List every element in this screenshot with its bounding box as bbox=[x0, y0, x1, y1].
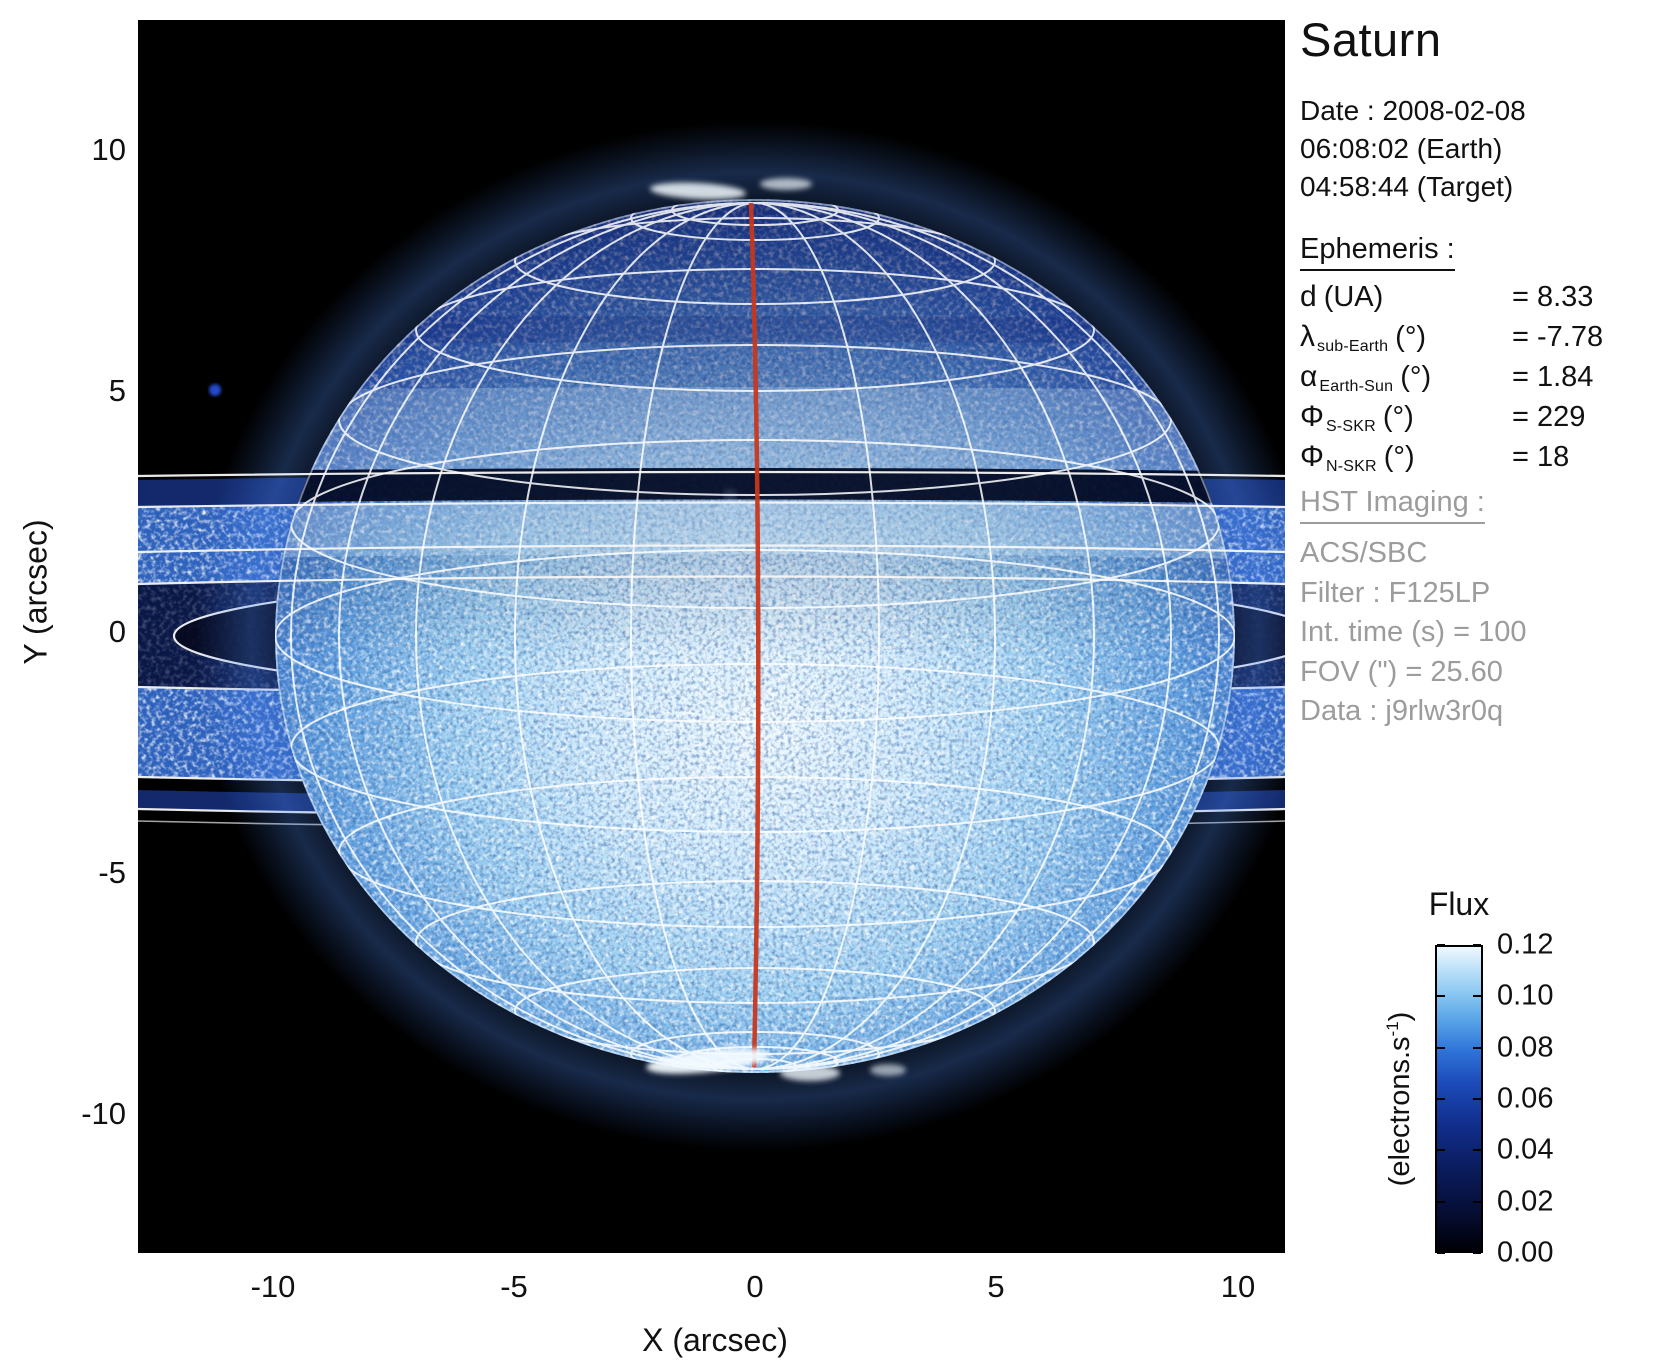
colorbar-tick-mark bbox=[1437, 1149, 1445, 1152]
colorbar-tick-label: 0.10 bbox=[1497, 979, 1554, 1012]
ephemeris-row: Φ S-SKR (°) = 229 bbox=[1300, 400, 1603, 440]
ephemeris-quantity: Φ N-SKR (°) bbox=[1300, 440, 1512, 475]
colorbar-unit-label: (electrons.s-1) bbox=[1383, 1012, 1417, 1187]
ephemeris-value: = 1.84 bbox=[1512, 361, 1594, 393]
colorbar-tick-label: 0.12 bbox=[1497, 928, 1554, 961]
ephemeris-rows: d (UA) = 8.33 λ sub-Earth (°) = -7.78 α Earth-Su… bbox=[1300, 280, 1603, 480]
ephemeris-subscript: Earth-Sun bbox=[1319, 378, 1394, 395]
date-block: Date : 2008-02-08 06:08:02 (Earth) 04:58… bbox=[1300, 92, 1526, 206]
colorbar-tick-mark bbox=[1437, 995, 1445, 998]
ephemeris-unit: (°) bbox=[1400, 361, 1432, 393]
ephemeris-value: = 229 bbox=[1512, 401, 1586, 433]
y-tick-label: 5 bbox=[108, 373, 126, 408]
hst-imaging-line: ACS/SBC bbox=[1300, 537, 1428, 569]
x-tick-label: -5 bbox=[500, 1269, 528, 1304]
ephemeris-symbol: Φ bbox=[1300, 440, 1324, 473]
colorbar-tick-mark bbox=[1437, 1046, 1445, 1049]
page-title: Saturn bbox=[1300, 13, 1442, 66]
ephemeris-symbol: α bbox=[1300, 360, 1318, 393]
hst-imaging-line: FOV (") = 25.60 bbox=[1300, 655, 1503, 688]
ephemeris-row: λ sub-Earth (°) = -7.78 bbox=[1300, 320, 1603, 360]
colorbar-tick-mark bbox=[1473, 1149, 1481, 1152]
x-tick-label: 5 bbox=[987, 1269, 1005, 1304]
ephemeris-subscript: sub-Earth bbox=[1317, 338, 1389, 355]
ephemeris-row: α Earth-Sun (°) = 1.84 bbox=[1300, 360, 1603, 400]
y-tick-label: 10 bbox=[91, 132, 126, 167]
colorbar-tick-mark bbox=[1473, 1252, 1481, 1254]
point-source bbox=[209, 384, 221, 396]
y-tick-label: -5 bbox=[98, 855, 126, 890]
ephemeris-quantity: Φ S-SKR (°) bbox=[1300, 400, 1512, 435]
ephemeris-unit: (°) bbox=[1382, 401, 1414, 433]
colorbar-tick-mark bbox=[1437, 1252, 1445, 1254]
ephemeris-unit: (UA) bbox=[1323, 281, 1384, 313]
x-axis-label: X (arcsec) bbox=[642, 1322, 788, 1358]
date-line-earth: 06:08:02 (Earth) bbox=[1300, 133, 1503, 164]
date-line: Date : 2008-02-08 bbox=[1300, 95, 1526, 126]
ephemeris-unit: (°) bbox=[1383, 441, 1415, 473]
colorbar-tick-label: 0.02 bbox=[1497, 1185, 1554, 1218]
y-tick-label: -10 bbox=[81, 1096, 126, 1131]
colorbar-tick-mark bbox=[1473, 1200, 1481, 1203]
ephemeris-quantity: d (UA) bbox=[1300, 280, 1512, 314]
hst-imaging-line: Data : j9rlw3r0q bbox=[1300, 695, 1504, 727]
colorbar-tick-mark bbox=[1437, 944, 1445, 946]
ephemeris-quantity: λ sub-Earth (°) bbox=[1300, 320, 1512, 355]
ephemeris-row: d (UA) = 8.33 bbox=[1300, 280, 1603, 320]
x-tick-label: 10 bbox=[1220, 1269, 1256, 1304]
auroral-spots bbox=[646, 178, 906, 1081]
ephemeris-symbol: λ bbox=[1300, 320, 1315, 353]
colorbar-tick-label: 0.04 bbox=[1497, 1133, 1554, 1166]
central-meridian-line bbox=[748, 202, 761, 1068]
ephemeris-symbol: Φ bbox=[1300, 400, 1324, 433]
ephemeris-quantity: α Earth-Sun (°) bbox=[1300, 360, 1512, 395]
hst-imaging-line: Int. time (s) = 100 bbox=[1300, 616, 1527, 648]
ephemeris-symbol: d bbox=[1300, 280, 1317, 313]
ephemeris-heading: Ephemeris : bbox=[1300, 233, 1455, 271]
saturn-image-plot bbox=[138, 20, 1285, 1253]
ephemeris-section: Ephemeris : bbox=[1300, 233, 1455, 271]
colorbar-tick-mark bbox=[1473, 1046, 1481, 1049]
unit-suffix: ) bbox=[1383, 1011, 1416, 1022]
date-line-target: 04:58:44 (Target) bbox=[1300, 171, 1514, 202]
colorbar-tick-label: 0.08 bbox=[1497, 1031, 1554, 1064]
x-tick-label: 0 bbox=[746, 1269, 764, 1304]
colorbar-tick-label: 0.06 bbox=[1497, 1082, 1554, 1115]
ephemeris-value: = 8.33 bbox=[1512, 281, 1594, 313]
colorbar-tick-mark bbox=[1473, 995, 1481, 998]
hst-imaging-line: Filter : F125LP bbox=[1300, 576, 1491, 609]
colorbar-title: Flux bbox=[1428, 886, 1490, 922]
colorbar-tick-mark bbox=[1473, 1098, 1481, 1100]
unit-prefix: (electrons.s bbox=[1383, 1036, 1416, 1187]
x-tick-label: -10 bbox=[250, 1269, 296, 1304]
y-tick-label: 0 bbox=[108, 614, 126, 649]
ring-shadow-band bbox=[275, 468, 1235, 504]
saturn-disk bbox=[195, 121, 1285, 1151]
colorbar-tick-mark bbox=[1437, 1098, 1445, 1100]
ephemeris-row: Φ N-SKR (°) = 18 bbox=[1300, 440, 1603, 480]
ephemeris-subscript: S-SKR bbox=[1325, 418, 1376, 435]
unit-exponent: -1 bbox=[1383, 1021, 1403, 1037]
colorbar-tick-mark bbox=[1437, 1200, 1445, 1203]
hst-imaging-heading: HST Imaging : bbox=[1300, 486, 1485, 524]
ephemeris-value: = -7.78 bbox=[1512, 321, 1604, 353]
hst-imaging-section: HST Imaging : ACS/SBC Filter : F125LP Int.… bbox=[1300, 486, 1526, 732]
hst-imaging-lines: ACS/SBC Filter : F125LP Int. time (s) = 10… bbox=[1300, 534, 1526, 732]
ephemeris-unit: (°) bbox=[1395, 321, 1427, 353]
ephemeris-value: = 18 bbox=[1512, 441, 1570, 473]
colorbar-tick-mark bbox=[1473, 944, 1481, 946]
colorbar-tick-label: 0.00 bbox=[1497, 1236, 1554, 1269]
ephemeris-subscript: N-SKR bbox=[1325, 458, 1377, 475]
